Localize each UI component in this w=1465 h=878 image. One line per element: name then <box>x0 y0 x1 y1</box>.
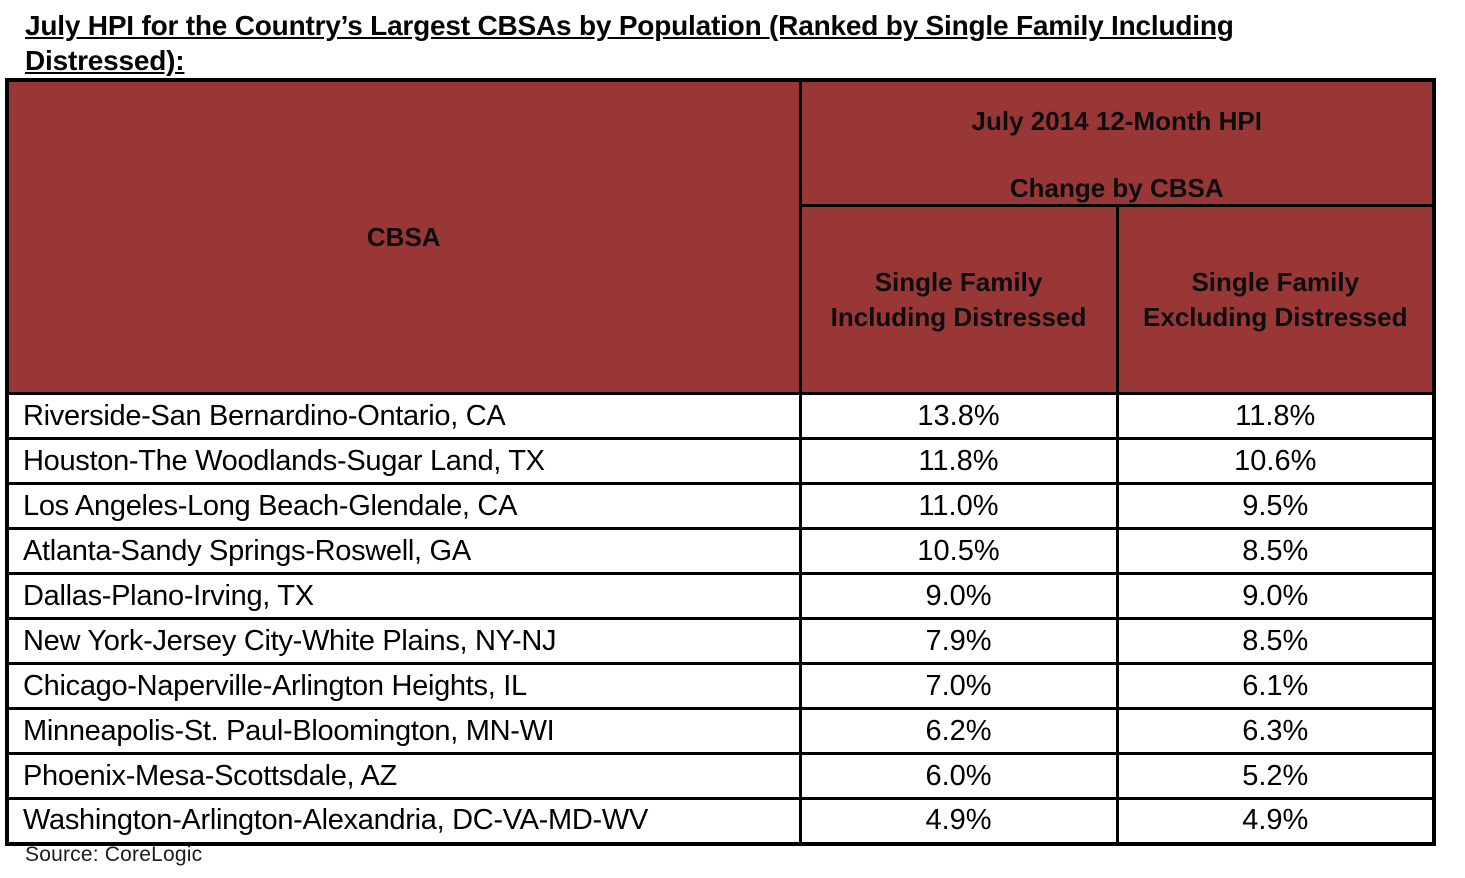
group-header-line1: July 2014 12-Month HPI <box>971 106 1262 136</box>
hpi-including-cell: 7.9% <box>798 617 1119 665</box>
cbsa-cell: Los Angeles-Long Beach-Glendale, CA <box>5 482 802 530</box>
cbsa-cell: Dallas-Plano-Irving, TX <box>5 572 802 620</box>
table-row: Houston-The Woodlands-Sugar Land, TX 11.… <box>5 437 1436 485</box>
hpi-excluding-cell: 8.5% <box>1115 617 1436 665</box>
hpi-excluding-cell: 11.8% <box>1115 392 1436 440</box>
table-row: Minneapolis-St. Paul-Bloomington, MN-WI … <box>5 707 1436 755</box>
cbsa-cell: Minneapolis-St. Paul-Bloomington, MN-WI <box>5 707 802 755</box>
table-row: Dallas-Plano-Irving, TX 9.0% 9.0% <box>5 572 1436 620</box>
hpi-including-cell: 11.8% <box>798 437 1119 485</box>
hpi-including-cell: 13.8% <box>798 392 1119 440</box>
source-attribution: Source: CoreLogic <box>25 843 203 866</box>
table-row: New York-Jersey City-White Plains, NY-NJ… <box>5 617 1436 665</box>
hpi-excluding-cell: 8.5% <box>1115 527 1436 575</box>
table-row: Riverside-San Bernardino-Ontario, CA 13.… <box>5 392 1436 440</box>
hpi-excluding-cell: 6.3% <box>1115 707 1436 755</box>
hpi-excluding-cell: 10.6% <box>1115 437 1436 485</box>
table-row: Atlanta-Sandy Springs-Roswell, GA 10.5% … <box>5 527 1436 575</box>
hpi-including-cell: 4.9% <box>798 797 1119 845</box>
hpi-including-cell: 11.0% <box>798 482 1119 530</box>
column-header-excluding-distressed: Single Family Excluding Distressed <box>1115 204 1436 395</box>
hpi-excluding-cell: 5.2% <box>1115 752 1436 800</box>
cbsa-cell: New York-Jersey City-White Plains, NY-NJ <box>5 617 802 665</box>
cbsa-cell: Atlanta-Sandy Springs-Roswell, GA <box>5 527 802 575</box>
hpi-including-cell: 10.5% <box>798 527 1119 575</box>
table-body: Riverside-San Bernardino-Ontario, CA 13.… <box>5 392 1436 845</box>
table-row: Phoenix-Mesa-Scottsdale, AZ 6.0% 5.2% <box>5 752 1436 800</box>
cbsa-cell: Riverside-San Bernardino-Ontario, CA <box>5 392 802 440</box>
table-row: Washington-Arlington-Alexandria, DC-VA-M… <box>5 797 1436 845</box>
table-row: Los Angeles-Long Beach-Glendale, CA 11.0… <box>5 482 1436 530</box>
column-header-including-label: Single Family Including Distressed <box>830 266 1087 332</box>
hpi-excluding-cell: 9.0% <box>1115 572 1436 620</box>
cbsa-cell: Chicago-Naperville-Arlington Heights, IL <box>5 662 802 710</box>
hpi-including-cell: 9.0% <box>798 572 1119 620</box>
hpi-table: CBSA July 2014 12-Month HPI Change by CB… <box>5 78 1437 846</box>
column-header-cbsa: CBSA <box>5 78 802 395</box>
table-header: CBSA July 2014 12-Month HPI Change by CB… <box>5 78 1436 395</box>
table-row: Chicago-Naperville-Arlington Heights, IL… <box>5 662 1436 710</box>
hpi-excluding-cell: 9.5% <box>1115 482 1436 530</box>
cbsa-cell: Washington-Arlington-Alexandria, DC-VA-M… <box>5 797 802 845</box>
group-header-hpi-change: July 2014 12-Month HPI Change by CBSA <box>798 78 1436 207</box>
column-header-including-distressed: Single Family Including Distressed <box>798 204 1119 395</box>
hpi-excluding-cell: 4.9% <box>1115 797 1436 845</box>
hpi-including-cell: 7.0% <box>798 662 1119 710</box>
group-header-line2: Change by CBSA <box>1009 173 1224 203</box>
cbsa-cell: Phoenix-Mesa-Scottsdale, AZ <box>5 752 802 800</box>
hpi-including-cell: 6.0% <box>798 752 1119 800</box>
page-title: July HPI for the Country’s Largest CBSAs… <box>25 10 1234 76</box>
column-header-excluding-label: Single Family Excluding Distressed <box>1143 266 1408 332</box>
hpi-excluding-cell: 6.1% <box>1115 662 1436 710</box>
cbsa-cell: Houston-The Woodlands-Sugar Land, TX <box>5 437 802 485</box>
hpi-including-cell: 6.2% <box>798 707 1119 755</box>
